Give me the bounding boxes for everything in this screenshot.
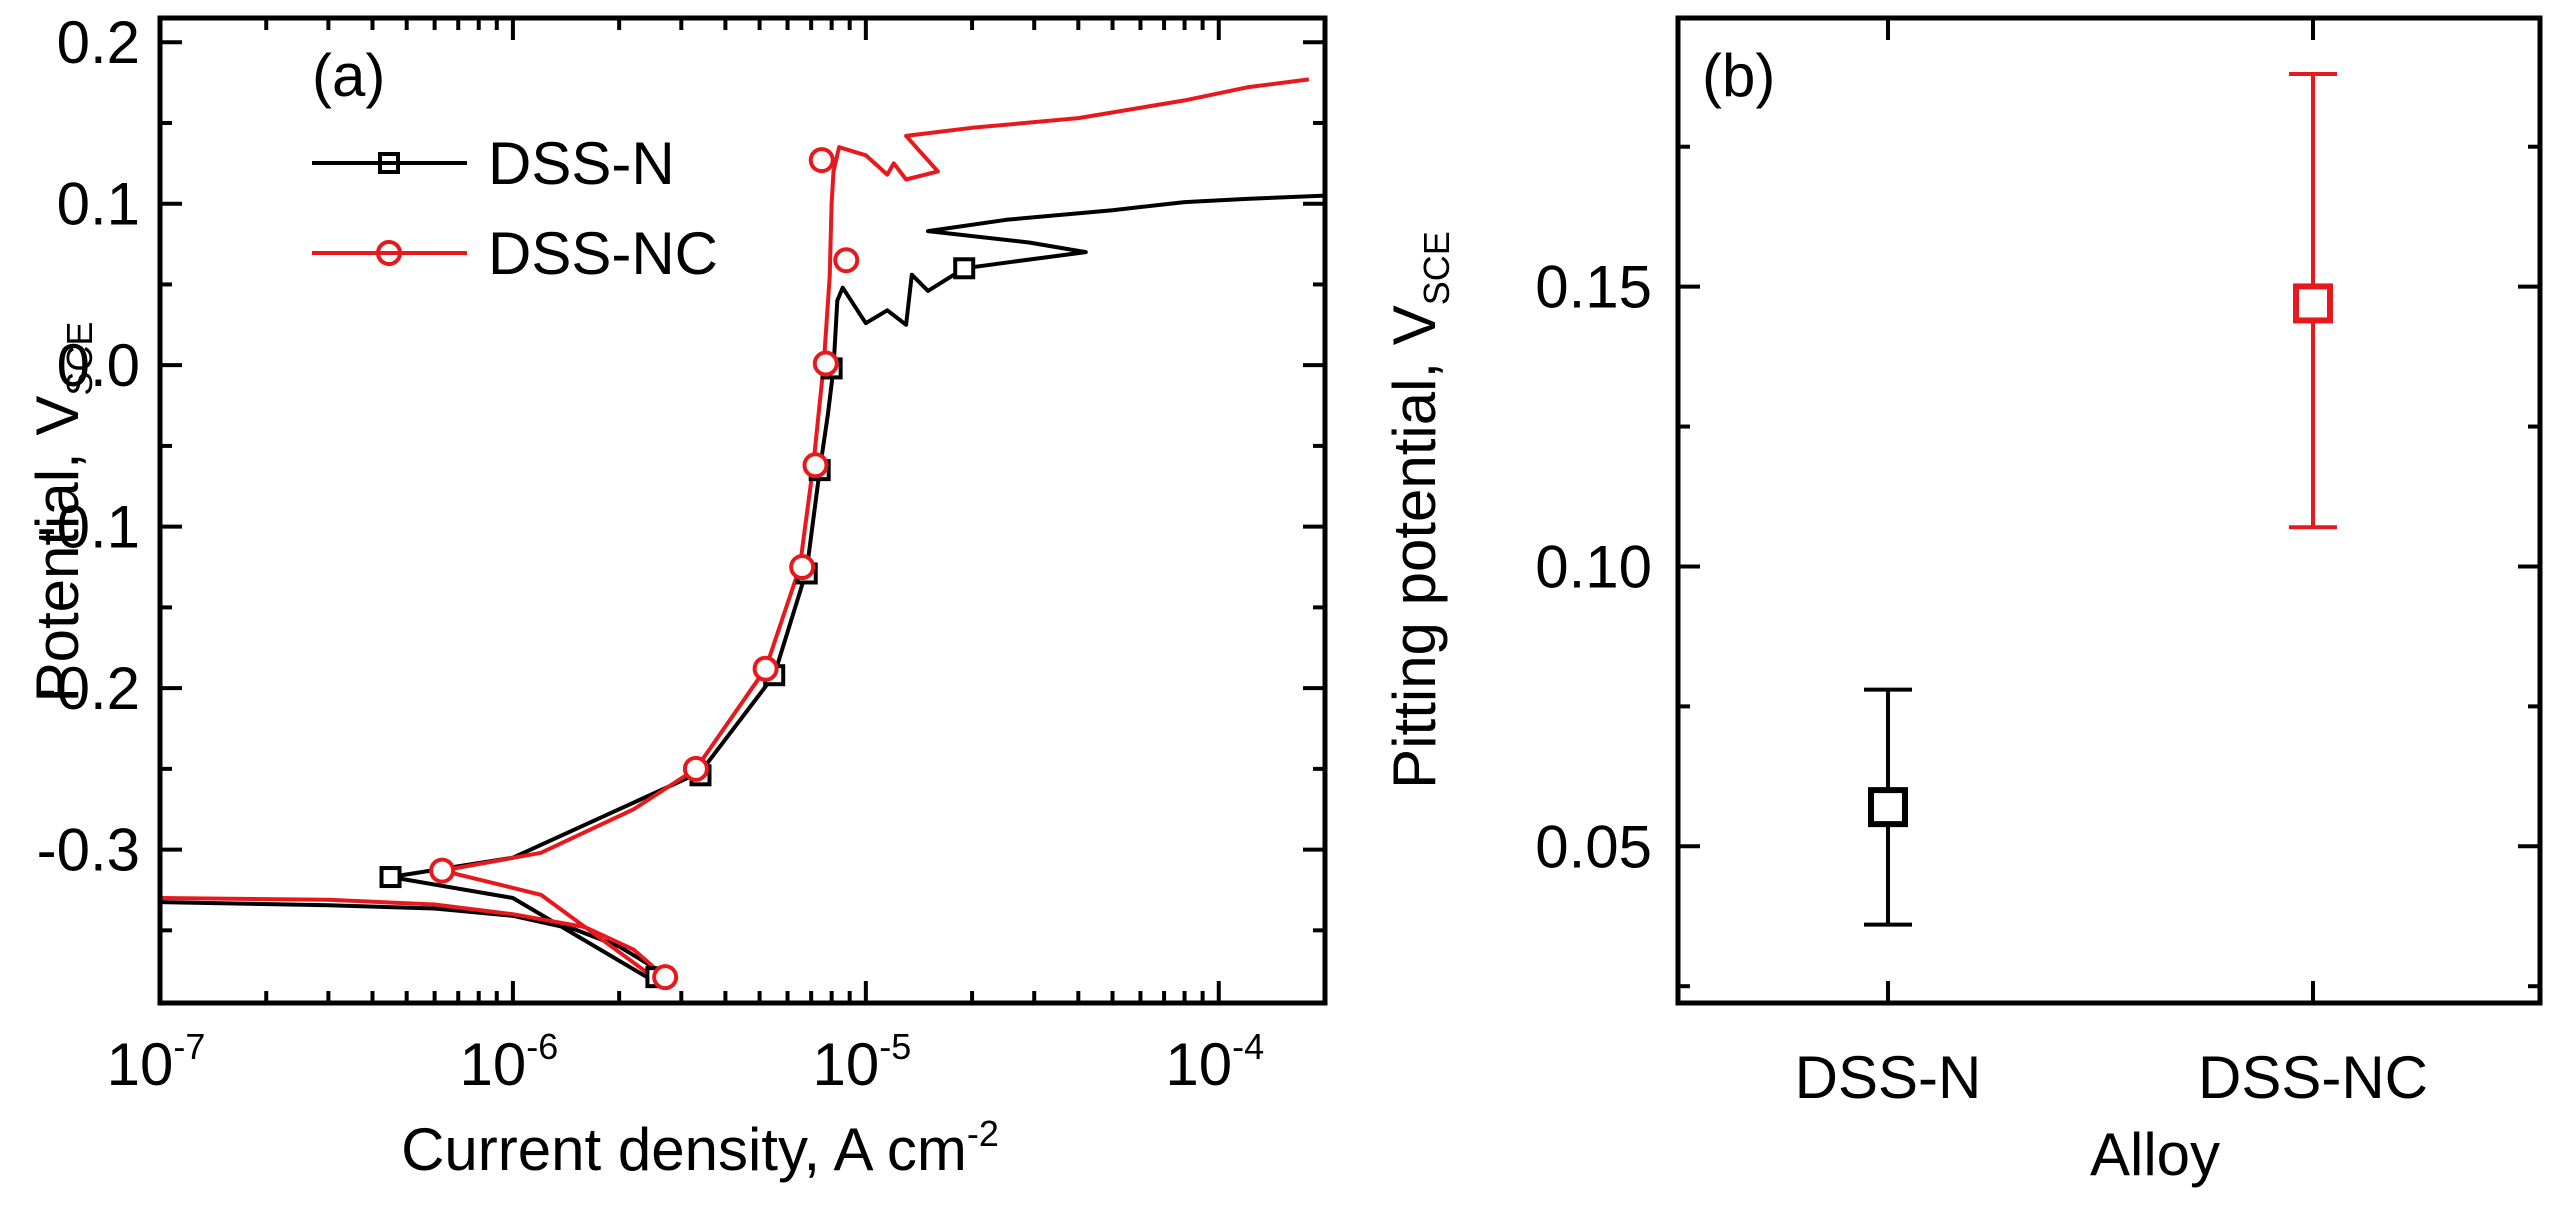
data-point-dss-nc bbox=[802, 452, 829, 479]
panel-a-potentiodynamic-plot: 10-7 10-6 10-5 10-4-0.3-0.2-0.10.00.10.2 (a… bbox=[24, 9, 1328, 1183]
data-point-dss-nc bbox=[833, 247, 860, 274]
panel-a-plot-frame bbox=[157, 15, 1328, 1006]
x-tick-label: 10-4 bbox=[1165, 1026, 1264, 1098]
panel-a-tick-labels: 10-7 10-6 10-5 10-4-0.3-0.2-0.10.00.10.2 bbox=[37, 9, 1265, 1098]
data-point-dss-n bbox=[953, 257, 976, 280]
x-tick-label-exponent: -6 bbox=[526, 1026, 558, 1067]
panel-a-x-axis-title-main: Current density, A cm bbox=[401, 1116, 967, 1183]
x-tick-label-base: 10 bbox=[1165, 1031, 1232, 1098]
legend-marker-circle-icon bbox=[376, 240, 402, 266]
x-tick-label-exponent: -7 bbox=[173, 1026, 205, 1067]
legend-entry-dss-n: DSS-N bbox=[312, 130, 675, 197]
panel-b-points-layer bbox=[1864, 71, 2337, 927]
panel-a-tag: (a) bbox=[312, 42, 385, 109]
panel-b-x-axis-title: Alloy bbox=[2090, 1121, 2220, 1188]
y-tick-label: 0.05 bbox=[1535, 813, 1652, 880]
panel-b-y-axis-title-subscript: SCE bbox=[1416, 231, 1457, 305]
panel-b-tick-labels: 0.05 0.10 0.15 DSS-N DSS-NC bbox=[1535, 254, 2428, 1111]
data-point-dss-n bbox=[379, 866, 402, 889]
x-tick-label: 10-7 bbox=[107, 1026, 206, 1098]
panel-b-pitting-potential-plot: 0.05 0.10 0.15 DSS-N DSS-NC (b) Alloy Pittin… bbox=[1381, 15, 2543, 1188]
x-tick-label-exponent: -4 bbox=[1232, 1026, 1264, 1067]
y-tick-label: -0.1 bbox=[37, 494, 140, 561]
x-tick-label: 10-5 bbox=[812, 1026, 911, 1098]
y-tick-label: 0.2 bbox=[57, 9, 140, 76]
x-tick-label-base: 10 bbox=[812, 1031, 879, 1098]
legend-marker-square-icon bbox=[378, 152, 400, 174]
data-point-dss-nc bbox=[789, 554, 816, 581]
panel-a-marker-layer bbox=[379, 147, 976, 991]
panel-b-y-axis-title: Pitting potential, VSCE bbox=[1381, 231, 1457, 789]
panel-a-y-axis-title: Potential, VSCE bbox=[24, 322, 100, 703]
data-point-dss-nc bbox=[812, 350, 839, 377]
panel-a-series-layer bbox=[159, 77, 1326, 980]
x-category-label: DSS-N bbox=[1795, 1044, 1982, 1111]
x-tick-label: 10-6 bbox=[460, 1026, 559, 1098]
x-tick-label-base: 10 bbox=[107, 1031, 174, 1098]
y-tick-label: -0.3 bbox=[37, 817, 140, 884]
y-tick-label: -0.2 bbox=[37, 655, 140, 722]
x-tick-label-base: 10 bbox=[460, 1031, 527, 1098]
panel-b-y-axis-title-main: Pitting potential, V bbox=[1381, 305, 1448, 789]
panel-a-legend: DSS-N DSS-NC bbox=[312, 130, 718, 287]
panel-b-ticks bbox=[1678, 18, 2540, 1003]
x-tick-label-exponent: -5 bbox=[879, 1026, 911, 1067]
data-point-dss-nc bbox=[429, 857, 456, 884]
x-category-label: DSS-NC bbox=[2198, 1044, 2428, 1111]
square-marker-dss-nc bbox=[2293, 283, 2333, 324]
y-tick-label: 0.15 bbox=[1535, 254, 1652, 321]
y-tick-label: 0.0 bbox=[57, 332, 140, 399]
panel-b-tag: (b) bbox=[1702, 42, 1775, 109]
series-line-dss-n bbox=[159, 193, 1326, 980]
panel-a-y-axis-title-main: Potential, V bbox=[24, 396, 91, 703]
data-point-dss-nc bbox=[752, 655, 779, 682]
panel-a-ticks bbox=[158, 18, 1327, 1003]
square-marker-dss-n bbox=[1868, 787, 1908, 828]
panel-a-x-axis-title-superscript: -2 bbox=[967, 1113, 999, 1154]
legend-entry-dss-nc: DSS-NC bbox=[312, 220, 718, 287]
legend-label-dss-n: DSS-N bbox=[488, 130, 675, 197]
panel-b-plot-frame bbox=[1675, 15, 2543, 1006]
data-point-dss-n bbox=[1864, 687, 1912, 927]
data-point-dss-nc bbox=[808, 147, 835, 174]
data-point-dss-nc bbox=[682, 755, 709, 782]
panel-a-x-axis-title: Current density, A cm-2 bbox=[401, 1113, 999, 1183]
panel-a-y-axis-title-subscript: SCE bbox=[59, 322, 100, 396]
data-point-dss-nc bbox=[2289, 71, 2337, 530]
series-line-dss-nc bbox=[159, 77, 1310, 980]
y-tick-label: 0.1 bbox=[57, 171, 140, 238]
data-point-dss-nc bbox=[652, 964, 679, 991]
legend-label-dss-nc: DSS-NC bbox=[488, 220, 718, 287]
y-tick-label: 0.10 bbox=[1535, 533, 1652, 600]
